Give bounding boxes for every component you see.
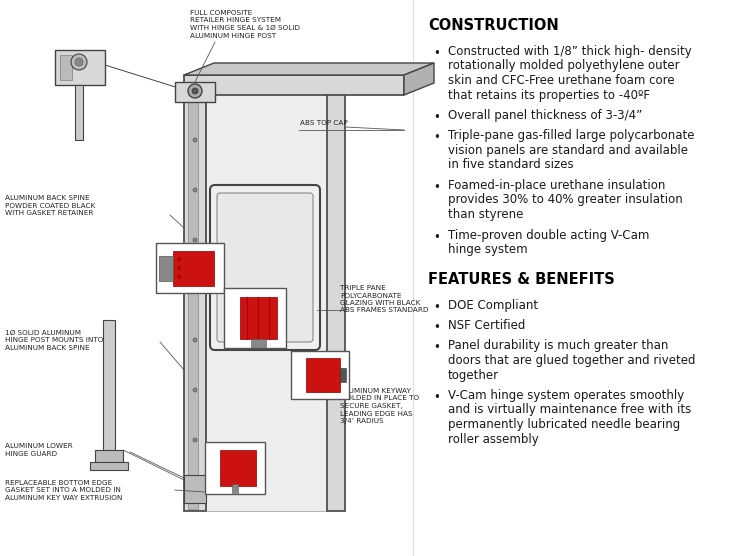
Circle shape <box>193 438 197 442</box>
Text: that retains its properties to -40ºF: that retains its properties to -40ºF <box>448 88 650 102</box>
Circle shape <box>193 288 197 292</box>
Text: Triple-pane gas-filled large polycarbonate: Triple-pane gas-filled large polycarbona… <box>448 130 695 142</box>
Text: •: • <box>433 47 440 60</box>
Text: TRIPLE PANE
POLYCARBONATE
GLAZING WITH BLACK
ABS FRAMES STANDARD: TRIPLE PANE POLYCARBONATE GLAZING WITH B… <box>340 285 429 314</box>
Bar <box>340 368 346 382</box>
Text: CONSTRUCTION: CONSTRUCTION <box>428 18 559 33</box>
FancyBboxPatch shape <box>210 185 320 350</box>
Circle shape <box>177 275 181 279</box>
Text: doors that are glued together and riveted: doors that are glued together and rivete… <box>448 354 695 367</box>
Bar <box>232 484 238 494</box>
Bar <box>251 339 266 347</box>
Text: FULL COMPOSITE
RETAILER HINGE SYSTEM
WITH HINGE SEAL & 1Ø SOLID
ALUMINUM HINGE P: FULL COMPOSITE RETAILER HINGE SYSTEM WIT… <box>190 10 300 38</box>
Text: roller assembly: roller assembly <box>448 433 538 445</box>
Bar <box>184 93 206 511</box>
Bar <box>60 55 72 80</box>
Text: together: together <box>448 369 499 381</box>
Text: permanently lubricated needle bearing: permanently lubricated needle bearing <box>448 418 680 431</box>
Bar <box>156 243 224 293</box>
Text: Constructed with 1/8” thick high- density: Constructed with 1/8” thick high- densit… <box>448 45 692 58</box>
Bar <box>240 297 276 339</box>
Circle shape <box>71 54 87 70</box>
Bar <box>75 85 83 140</box>
Text: than styrene: than styrene <box>448 208 523 221</box>
Bar <box>95 450 123 462</box>
Bar <box>306 358 340 392</box>
Bar <box>173 251 214 285</box>
Bar <box>90 462 128 470</box>
Text: Overall panel thickness of 3-3/4”: Overall panel thickness of 3-3/4” <box>448 109 642 122</box>
Text: FEATURES & BENEFITS: FEATURES & BENEFITS <box>428 271 615 286</box>
Text: skin and CFC-Free urethane foam core: skin and CFC-Free urethane foam core <box>448 74 674 87</box>
Bar <box>175 82 215 102</box>
Text: hinge system: hinge system <box>448 243 528 256</box>
Circle shape <box>75 58 83 66</box>
Bar <box>206 93 327 511</box>
Text: DOE Compliant: DOE Compliant <box>448 299 538 311</box>
Text: ALUMINUM KEYWAY
MOLDED IN PLACE TO
SECURE GASKET,
LEADING EDGE HAS
3/4’ RADIUS: ALUMINUM KEYWAY MOLDED IN PLACE TO SECUR… <box>340 388 419 424</box>
Text: •: • <box>433 111 440 124</box>
Text: •: • <box>433 300 440 314</box>
Circle shape <box>177 257 181 261</box>
Text: and is virtually maintenance free with its: and is virtually maintenance free with i… <box>448 404 691 416</box>
FancyBboxPatch shape <box>217 193 313 342</box>
Text: •: • <box>433 391 440 404</box>
Bar <box>205 442 265 494</box>
Circle shape <box>193 388 197 392</box>
Text: V-Cam hinge system operates smoothly: V-Cam hinge system operates smoothly <box>448 389 684 402</box>
Bar <box>184 75 404 95</box>
Bar <box>159 256 173 280</box>
Text: •: • <box>433 321 440 334</box>
Text: Panel durability is much greater than: Panel durability is much greater than <box>448 340 668 353</box>
Text: ABS TOP CAP: ABS TOP CAP <box>300 120 348 126</box>
Polygon shape <box>404 63 434 95</box>
Circle shape <box>177 266 181 270</box>
Text: provides 30% to 40% greater insulation: provides 30% to 40% greater insulation <box>448 193 683 206</box>
Text: NSF Certified: NSF Certified <box>448 319 526 332</box>
Circle shape <box>192 88 198 94</box>
Bar <box>184 475 206 503</box>
Text: ALUMINUM BACK SPINE
POWDER COATED BLACK
WITH GASKET RETAINER: ALUMINUM BACK SPINE POWDER COATED BLACK … <box>5 195 95 216</box>
Text: vision panels are standard and available: vision panels are standard and available <box>448 144 688 157</box>
Circle shape <box>193 138 197 142</box>
Text: •: • <box>433 181 440 194</box>
Text: 1Ø SOLID ALUMINUM
HINGE POST MOUNTS INTO
ALUMINUM BACK SPINE: 1Ø SOLID ALUMINUM HINGE POST MOUNTS INTO… <box>5 330 104 351</box>
Text: ALUMINUM LOWER
HINGE GUARD: ALUMINUM LOWER HINGE GUARD <box>5 443 73 456</box>
Bar <box>291 351 349 399</box>
Bar <box>55 50 105 85</box>
Text: •: • <box>433 231 440 244</box>
Polygon shape <box>184 63 434 75</box>
Text: Foamed-in-place urethane insulation: Foamed-in-place urethane insulation <box>448 179 665 192</box>
Bar <box>327 93 345 511</box>
Text: REPLACEABLE BOTTOM EDGE
GASKET SET INTO A MOLDED IN
ALUMINUM KEY WAY EXTRUSION: REPLACEABLE BOTTOM EDGE GASKET SET INTO … <box>5 480 122 501</box>
Text: •: • <box>433 341 440 355</box>
Circle shape <box>193 338 197 342</box>
Text: •: • <box>433 132 440 145</box>
Bar <box>220 450 256 486</box>
Circle shape <box>193 188 197 192</box>
Bar <box>188 97 198 509</box>
Circle shape <box>193 238 197 242</box>
Text: Time-proven double acting V-Cam: Time-proven double acting V-Cam <box>448 229 650 241</box>
Circle shape <box>188 84 202 98</box>
Text: rotationally molded polyethylene outer: rotationally molded polyethylene outer <box>448 59 680 72</box>
Bar <box>224 288 286 348</box>
Bar <box>103 320 115 450</box>
Text: in five standard sizes: in five standard sizes <box>448 158 574 171</box>
